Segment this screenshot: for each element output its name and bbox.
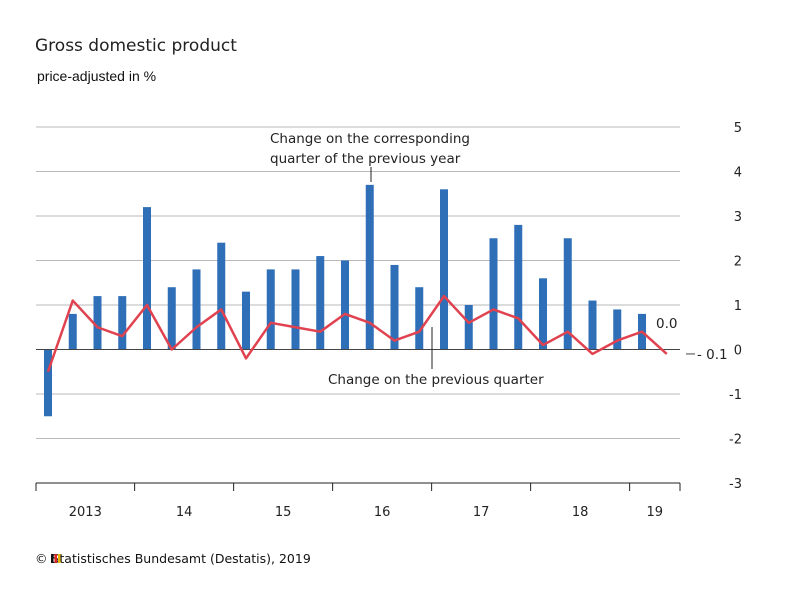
bar: [143, 207, 151, 350]
x-year-label: 18: [572, 505, 589, 520]
bar: [489, 238, 498, 350]
y-axis-ticks: 5 4 3 2 1 0 -1 -2 -3: [729, 121, 742, 492]
bar: [514, 224, 523, 350]
x-year-label: 14: [176, 505, 193, 520]
bar: [316, 256, 325, 350]
bar: [464, 305, 473, 350]
bar: [365, 184, 374, 350]
bar: [44, 349, 52, 417]
chart-subtitle: price-adjusted in %: [37, 68, 156, 84]
bar: [563, 238, 572, 350]
y-tick-label: -1: [729, 388, 742, 403]
bar: [440, 189, 448, 350]
bar: [390, 264, 399, 350]
bar-series-label-line2: quarter of the previous year: [270, 151, 461, 167]
bar: [217, 242, 226, 350]
y-tick-label: 1: [734, 299, 742, 314]
bar: [242, 291, 250, 350]
bar: [415, 287, 424, 350]
bar: [118, 296, 127, 350]
y-tick-label: 4: [734, 166, 742, 181]
y-tick-label: 5: [734, 121, 742, 136]
bar: [613, 309, 622, 350]
destatis-logo-icon: [51, 554, 61, 563]
x-year-label: 17: [473, 505, 490, 520]
chart-title: Gross domestic product: [35, 36, 237, 56]
bar: [167, 287, 176, 350]
bar: [539, 278, 547, 350]
bar: [266, 269, 275, 350]
y-tick-label: -2: [729, 433, 742, 448]
bar: [93, 296, 102, 350]
x-year-label: 2013: [69, 505, 102, 520]
x-year-label: 16: [374, 505, 391, 520]
bar-series-label-line1: Change on the corresponding: [270, 131, 470, 147]
x-year-label: 19: [647, 505, 664, 520]
bar: [291, 269, 300, 350]
bar: [192, 269, 201, 350]
bar: [68, 313, 77, 350]
last-bar-value-label: 0.0: [656, 316, 677, 332]
bar-series: [36, 184, 680, 417]
bar: [341, 260, 349, 350]
line-series-label: Change on the previous quarter: [328, 372, 544, 388]
line-series: [46, 294, 695, 373]
y-tick-label: -3: [729, 477, 742, 492]
source-note: © Statistisches Bundesamt (Destatis), 20…: [35, 551, 311, 566]
x-axis: 2013 14 15 16 17 18 19: [35, 482, 681, 520]
gridlines: [36, 126, 680, 439]
last-line-value-label: - 0.1: [697, 347, 728, 363]
y-tick-label: 3: [734, 210, 742, 225]
y-tick-label: 0: [734, 344, 742, 359]
bar: [588, 300, 597, 350]
quarterly-change-line: [46, 294, 668, 373]
y-tick-label: 2: [734, 255, 742, 270]
x-year-label: 15: [275, 505, 292, 520]
